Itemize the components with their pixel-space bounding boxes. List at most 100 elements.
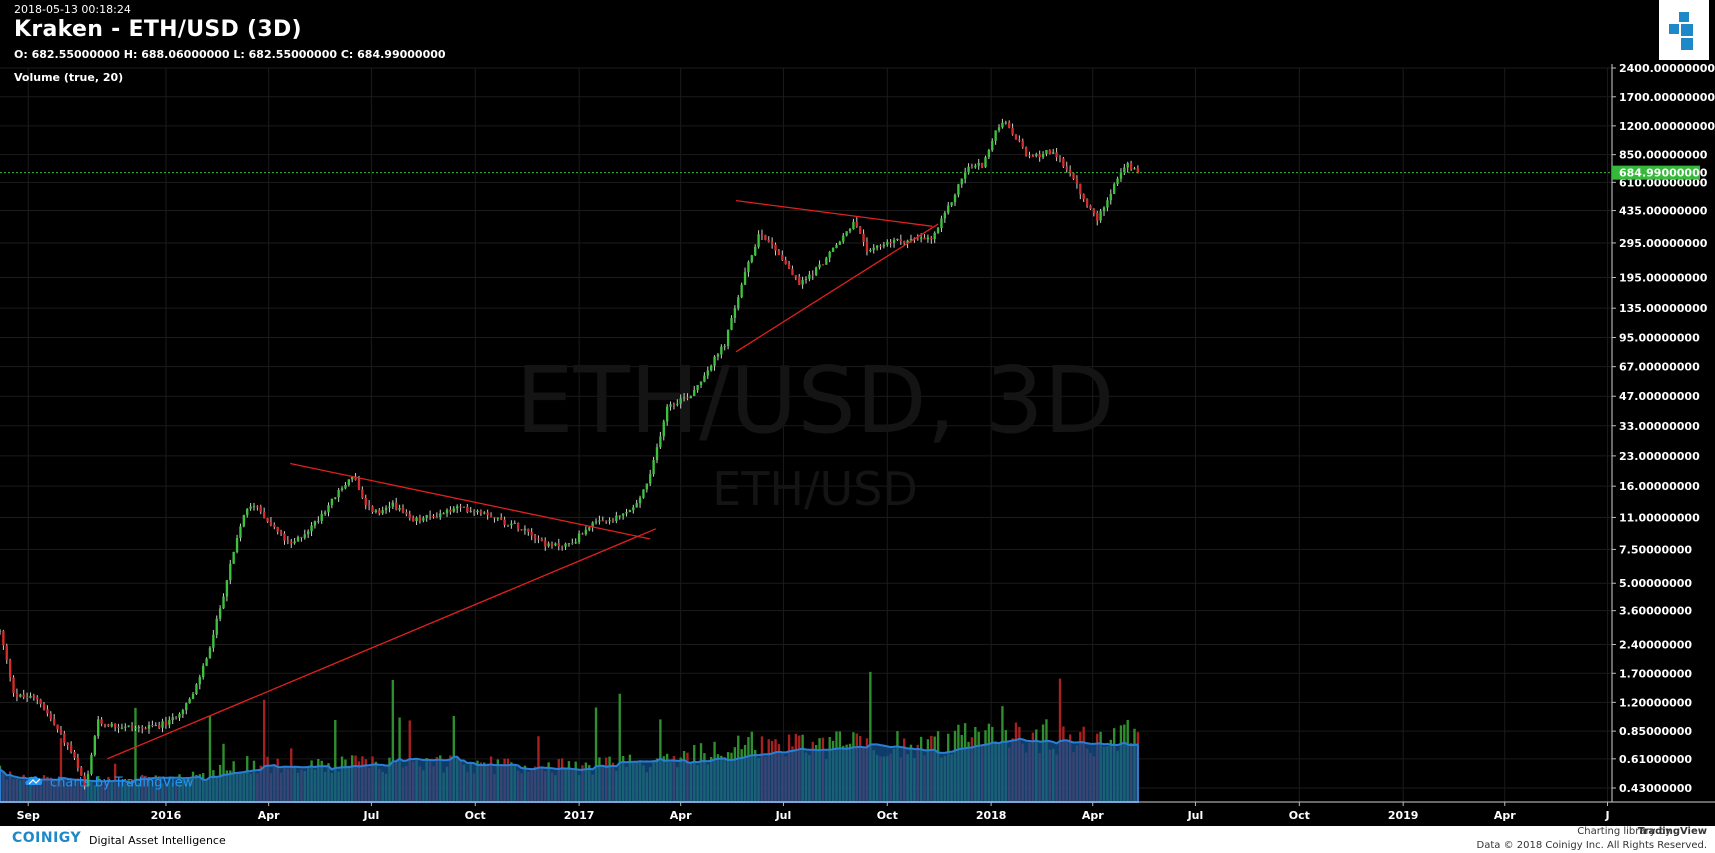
candle-body <box>801 279 804 285</box>
candle-body <box>459 506 462 508</box>
candle-body <box>760 234 764 236</box>
candle-body <box>882 244 886 247</box>
candle-body <box>449 509 452 512</box>
candle-body <box>246 508 249 516</box>
candle-body <box>408 514 411 518</box>
footer-bar: COINIGY Digital Asset Intelligence Chart… <box>0 826 1715 853</box>
candle-body <box>300 536 303 538</box>
candle-body <box>974 165 977 168</box>
candle-body <box>781 254 784 261</box>
candle-body <box>293 541 296 544</box>
candle-body <box>892 240 896 243</box>
coinigy-logo-icon[interactable] <box>1659 0 1709 60</box>
candle-body <box>557 543 560 547</box>
candle-body <box>8 659 12 678</box>
candle-body <box>493 517 496 519</box>
candle-body <box>1109 193 1112 201</box>
trendline <box>106 528 657 760</box>
time-axis[interactable]: Sep 2016 Apr Jul Oct 2017 Apr Jul Oct 2018 Apr Jul O… <box>0 801 1715 822</box>
candle-body <box>69 745 73 752</box>
candle-body <box>554 543 557 546</box>
candle-body <box>642 489 645 498</box>
candle-body <box>804 278 808 280</box>
candle-body <box>516 523 520 530</box>
candle-body <box>178 713 181 718</box>
watermark-symbol: ETH/USD <box>712 462 918 516</box>
candle-body <box>513 523 516 525</box>
candle-body <box>875 245 879 248</box>
candle-body <box>842 235 845 242</box>
candle-body <box>1085 198 1089 206</box>
price-axis[interactable]: 2400.00000000 1700.00000000 1200.00000000 8… <box>1611 62 1715 802</box>
trendline <box>735 199 933 227</box>
candle-body <box>1068 169 1072 174</box>
candle-body <box>605 520 608 522</box>
candle-body <box>303 534 306 538</box>
volume-study-label[interactable]: Volume (true, 20) <box>14 71 124 84</box>
candle-body <box>90 754 93 774</box>
candle-body <box>100 719 103 724</box>
candle-body <box>310 525 313 532</box>
candle-body <box>144 728 147 730</box>
candle-body <box>628 510 632 513</box>
y-tick-label: 850.00000000 <box>1619 149 1708 162</box>
candle-body <box>320 513 323 521</box>
candle-body <box>581 533 584 535</box>
candle-body <box>665 406 669 422</box>
candle-body <box>483 512 486 514</box>
candle-body <box>906 240 909 243</box>
candle-body <box>770 241 774 245</box>
candle-body <box>1004 122 1007 124</box>
candle-body <box>5 645 8 660</box>
candle-body <box>486 512 489 515</box>
candle-body <box>825 257 828 265</box>
candle-body <box>46 709 49 714</box>
candle-body <box>1133 168 1136 170</box>
candle-body <box>533 535 537 539</box>
candle-body <box>848 228 852 232</box>
trendlines <box>106 199 939 760</box>
candle-body <box>1092 208 1096 214</box>
candle-body <box>354 477 357 480</box>
candle-body <box>1035 154 1038 157</box>
candle-body <box>676 403 679 405</box>
x-tick-label: Apr <box>1082 809 1104 822</box>
candle-body <box>838 241 842 245</box>
x-tick-label: Sep <box>17 809 40 822</box>
candle-body <box>503 519 506 525</box>
chart-title: Kraken - ETH/USD (3D) <box>14 17 302 42</box>
candle-body <box>1112 184 1116 194</box>
x-tick-label: Jul <box>775 809 792 822</box>
candle-body <box>862 233 865 242</box>
candle-body <box>560 546 564 548</box>
tradingview-link[interactable]: TradingView <box>1637 826 1707 837</box>
candle-body <box>723 346 726 348</box>
footer-tagline: Digital Asset Intelligence <box>89 834 226 847</box>
candle-body <box>127 725 130 727</box>
candle-body <box>726 329 730 347</box>
candle-body <box>987 150 991 158</box>
candle-body <box>733 308 737 318</box>
candle-body <box>1018 139 1021 141</box>
candle-body <box>49 713 52 719</box>
candle-body <box>239 526 242 539</box>
coinigy-brand[interactable]: COINIGY <box>12 830 82 846</box>
candle-body <box>442 513 445 515</box>
candle-body <box>544 540 547 547</box>
candle-body <box>615 515 618 522</box>
volume-bar <box>391 680 395 802</box>
x-tick-label: 2019 <box>1388 809 1419 822</box>
y-tick-label: 33.00000000 <box>1619 420 1700 433</box>
candle-body <box>222 596 225 609</box>
tradingview-cloud-icon <box>24 775 44 791</box>
tradingview-badge[interactable]: charts by TradingView <box>24 775 193 791</box>
candle-body <box>506 524 510 526</box>
volume-bar <box>334 719 337 802</box>
candle-body <box>1045 149 1048 154</box>
candle-body <box>540 538 544 541</box>
candle-body <box>808 274 811 279</box>
candle-body <box>696 384 699 391</box>
candle-body <box>32 695 36 698</box>
candle-body <box>232 552 235 564</box>
